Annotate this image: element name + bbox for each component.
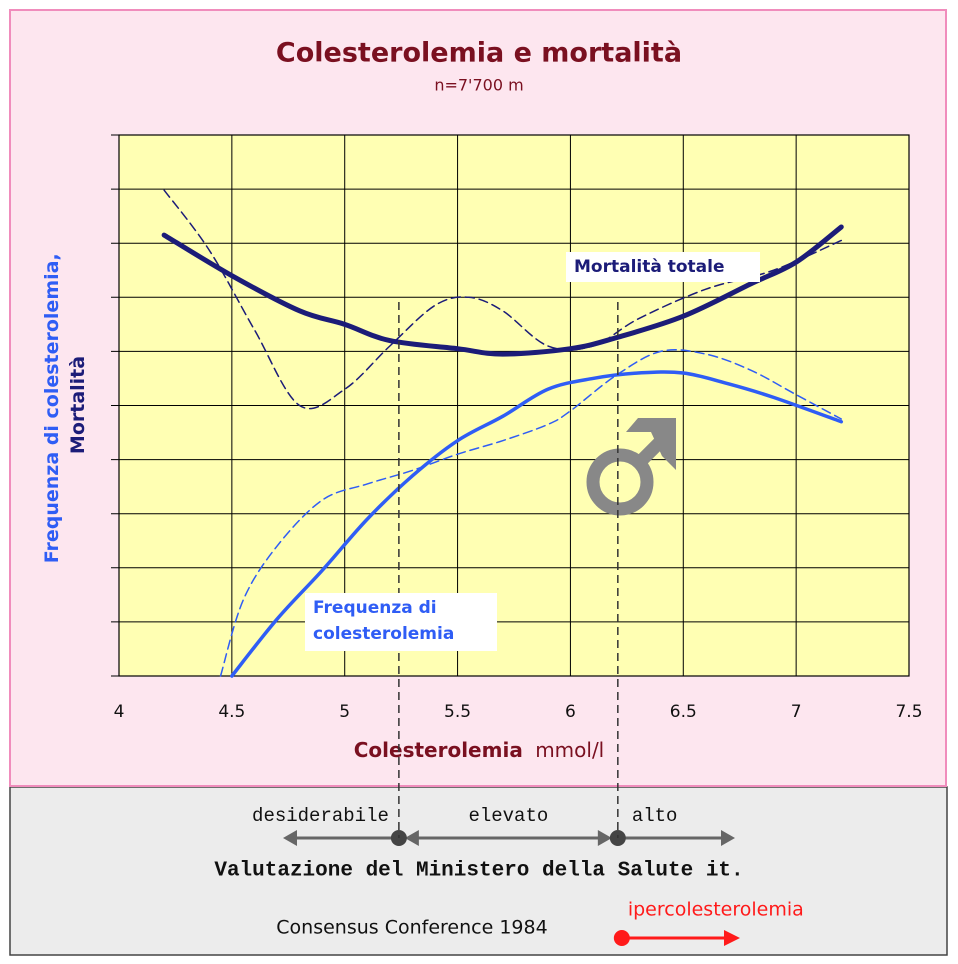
range-label: alto — [632, 805, 678, 827]
annotation-box — [566, 252, 760, 282]
annotation: Mortalità totale — [574, 257, 725, 277]
x-tick-label: 6.5 — [670, 702, 697, 722]
x-tick-label: 4.5 — [218, 702, 245, 722]
y-axis-label-line: Frequenza di colesterolemia, — [41, 253, 63, 563]
y-axis-label: Frequenza di colesterolemia, Mortalità — [41, 247, 89, 564]
male-symbol — [586, 418, 676, 516]
series-line — [230, 370, 844, 678]
range-label: elevato — [468, 805, 548, 827]
annotation: Frequenza di — [313, 598, 437, 618]
x-tick-label: 5 — [339, 702, 350, 722]
series-line — [163, 189, 843, 410]
footer: desiderabile elevato alto ipercolesterolemi… — [252, 805, 804, 946]
consensus: Consensus Conference 1984 — [276, 917, 547, 939]
chart-subtitle: n=7'700 m — [434, 76, 523, 95]
arrow-head — [597, 830, 612, 846]
series-line — [161, 224, 844, 357]
arrow-head — [404, 830, 419, 846]
x-axis-label-main: Colesterolemia — [354, 738, 523, 762]
annotation-box — [305, 593, 497, 651]
x-tick-label: 7.5 — [895, 702, 922, 722]
x-tick-label: 4 — [114, 702, 125, 722]
arrow-head — [283, 830, 297, 846]
series-line — [219, 349, 843, 677]
y-axis-label-line: Mortalità — [67, 356, 89, 454]
assessment: Valutazione del Ministero della Salute i… — [214, 860, 743, 883]
x-tick-label: 6 — [565, 702, 576, 722]
footer-panel — [9, 786, 948, 956]
x-axis-label: Colesterolemia mmol/l — [354, 738, 605, 762]
plot-border — [118, 134, 910, 677]
plot-area: 4 4.5 5 5.5 6 6.5 7 7.5 — [111, 134, 923, 722]
consensus-dot — [613, 930, 630, 946]
x-axis-label-unit: mmol/l — [535, 738, 604, 762]
chart-title: Colesterolemia e mortalità — [276, 38, 682, 69]
x-tick-label: 5.5 — [444, 702, 471, 722]
arrow-head — [724, 930, 740, 946]
x-tick-label: 7 — [791, 702, 802, 722]
arrow-head — [721, 830, 735, 846]
annotation: colesterolemia — [313, 624, 454, 644]
range-label: desiderabile — [252, 805, 389, 827]
consensus-label: ipercolesterolemia — [628, 899, 804, 921]
